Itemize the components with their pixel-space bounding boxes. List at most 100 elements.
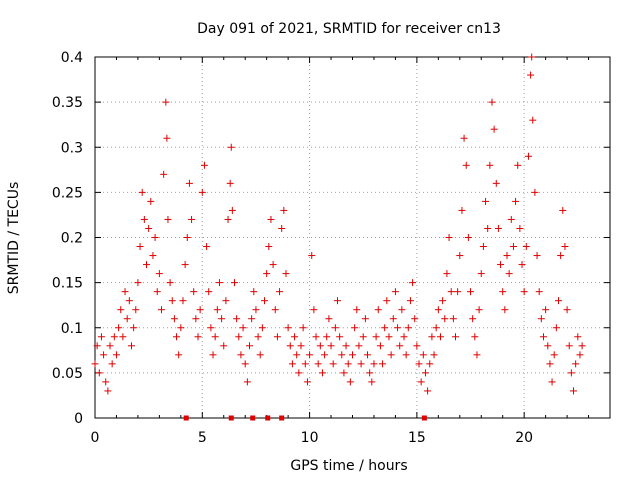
data-point [252, 306, 260, 314]
data-point [514, 161, 522, 169]
data-point [207, 324, 215, 332]
data-point [550, 351, 558, 359]
data-point [503, 252, 511, 260]
data-point [359, 333, 367, 341]
data-point [278, 224, 286, 232]
data-point [552, 324, 560, 332]
data-point [106, 342, 114, 350]
data-point [383, 297, 391, 305]
data-point [293, 351, 301, 359]
data-point [482, 197, 490, 205]
data-point [486, 161, 494, 169]
data-point [404, 324, 412, 332]
data-point [321, 351, 329, 359]
data-point [372, 333, 380, 341]
data-point [200, 161, 208, 169]
data-point [381, 324, 389, 332]
data-point [462, 161, 470, 169]
data-point [318, 369, 326, 377]
data-point [173, 333, 181, 341]
data-point [327, 342, 335, 350]
data-point [492, 179, 500, 187]
data-point [286, 342, 294, 350]
data-point [149, 252, 157, 260]
data-point [316, 342, 324, 350]
data-point [447, 288, 455, 296]
data-point [250, 288, 258, 296]
data-point [464, 234, 472, 241]
data-point [494, 224, 502, 232]
data-point [456, 252, 464, 260]
x-tick-label: 10 [301, 430, 319, 446]
data-point [282, 270, 290, 278]
data-point [419, 351, 427, 359]
data-point [158, 306, 166, 314]
data-point [542, 306, 550, 314]
data-point [351, 324, 359, 332]
data-point [306, 351, 314, 359]
data-point [188, 215, 196, 223]
data-point [308, 252, 316, 260]
data-point [501, 306, 509, 314]
data-point [258, 324, 266, 332]
data-point [333, 297, 341, 305]
data-point [527, 71, 535, 79]
data-point [454, 288, 462, 296]
data-point [557, 252, 565, 260]
data-point [477, 270, 485, 278]
data-point [389, 315, 397, 323]
data-point [93, 342, 101, 350]
x-tick-label: 15 [408, 430, 426, 446]
data-point [125, 297, 133, 305]
data-point [198, 188, 206, 196]
data-point [108, 360, 116, 368]
gap-marker-layer [183, 415, 427, 421]
data-point [376, 342, 384, 350]
data-point [576, 351, 584, 359]
data-point [288, 360, 296, 368]
data-point [112, 351, 120, 359]
data-point [537, 315, 545, 323]
data-point [233, 315, 241, 323]
data-point [452, 333, 459, 341]
data-point [518, 261, 526, 269]
data-point [162, 98, 170, 106]
data-point [213, 306, 221, 314]
data-point [364, 351, 372, 359]
data-point [421, 369, 429, 377]
data-point [426, 360, 434, 368]
data-point [512, 197, 520, 205]
data-point [235, 333, 243, 341]
data-point [263, 270, 271, 278]
data-point [246, 342, 253, 350]
data-point [520, 288, 528, 296]
data-point [230, 279, 238, 287]
data-point [91, 360, 99, 368]
data-point [177, 324, 185, 332]
data-point [295, 369, 303, 377]
data-point [115, 324, 123, 332]
data-point [325, 315, 333, 323]
data-point [284, 324, 292, 332]
data-point [574, 333, 582, 341]
y-tick-label: 0.15 [52, 276, 83, 292]
data-point [469, 315, 477, 323]
data-point [505, 270, 513, 278]
data-point [400, 333, 408, 341]
data-point [331, 324, 339, 332]
data-point [415, 360, 423, 368]
data-point [136, 243, 144, 251]
data-point [355, 342, 363, 350]
data-point [528, 53, 536, 61]
data-point [110, 333, 118, 341]
plot-frame [94, 56, 611, 419]
data-point [533, 252, 541, 260]
data-point [100, 351, 108, 359]
data-point [434, 306, 442, 314]
data-point [460, 134, 468, 142]
data-point [97, 333, 105, 341]
data-point [194, 333, 202, 341]
data-point [196, 306, 204, 314]
data-point [516, 224, 524, 232]
